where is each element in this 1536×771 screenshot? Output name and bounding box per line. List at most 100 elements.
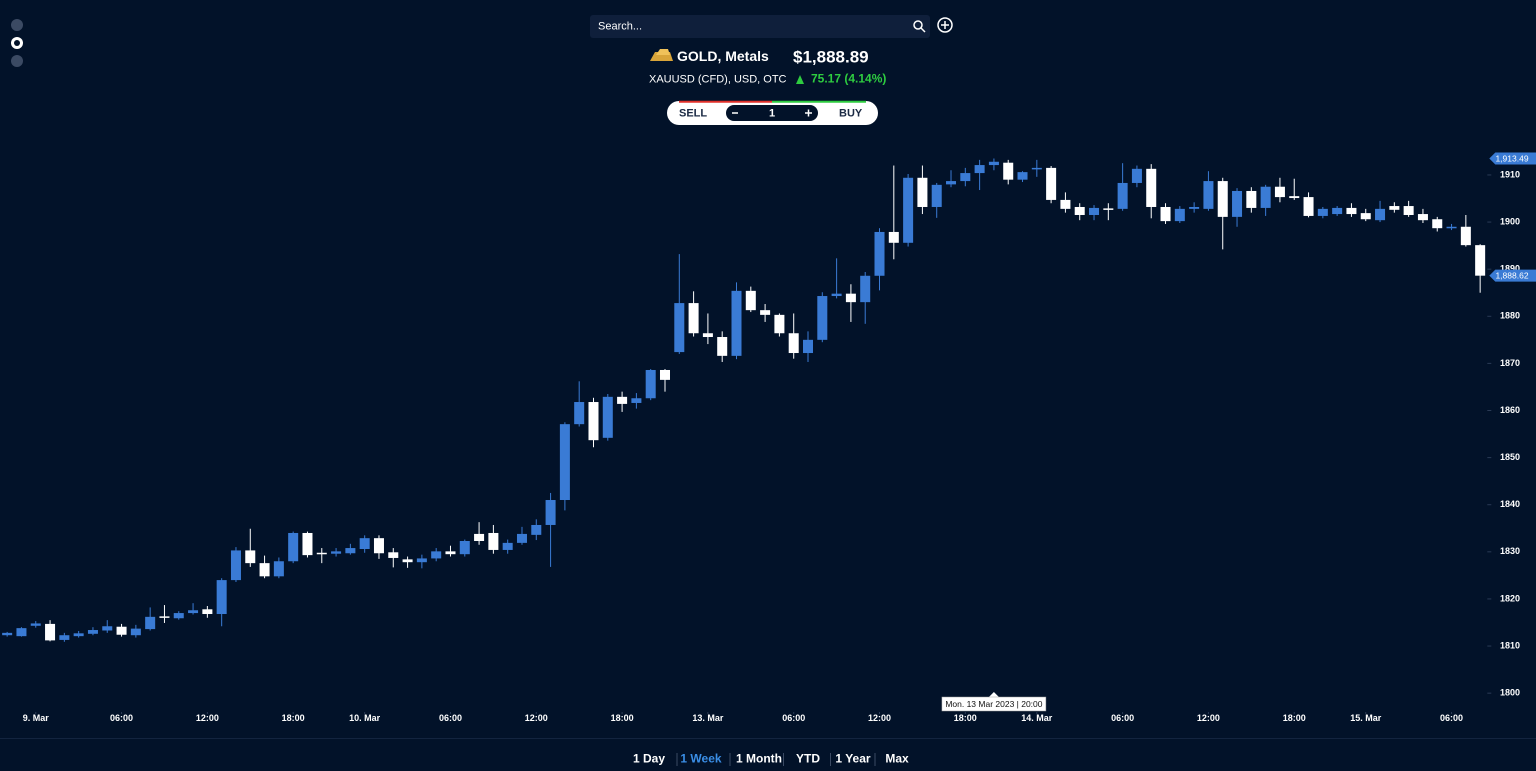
x-tick-label: 9. Mar	[23, 713, 50, 723]
quantity-box	[726, 105, 818, 121]
x-tick-label: 06:00	[782, 713, 805, 723]
candle-body	[645, 369, 656, 399]
candle-body	[531, 524, 542, 535]
candle-body	[1432, 219, 1443, 229]
search-box[interactable]	[590, 15, 930, 38]
tool-icon-inner	[14, 40, 20, 46]
candle-body	[574, 402, 585, 425]
y-tick-label: 1870	[1500, 358, 1520, 368]
range-button[interactable]: Max	[885, 752, 909, 766]
candle-body	[860, 275, 871, 303]
x-tick-label: 06:00	[1111, 713, 1134, 723]
candle-body	[1475, 245, 1486, 276]
candle-body	[731, 290, 742, 356]
candle-body	[774, 314, 785, 334]
candle-body	[1246, 190, 1257, 208]
candle-body	[1274, 186, 1285, 198]
candle-body	[173, 613, 184, 619]
candle-body	[745, 290, 756, 311]
candle-body	[831, 293, 842, 297]
candle-body	[345, 548, 356, 554]
candle-body	[59, 635, 70, 640]
candle-body	[116, 626, 127, 635]
candle-body	[702, 333, 713, 338]
candle-body	[1189, 206, 1200, 209]
range-button[interactable]: 1 Day	[633, 752, 665, 766]
candle-body	[488, 532, 499, 550]
y-tick-label: 1800	[1500, 688, 1520, 698]
range-button[interactable]: 1 Week	[680, 752, 721, 766]
candle-body	[602, 396, 613, 438]
quantity[interactable]: 1	[769, 107, 775, 119]
tooltip-text: Mon. 13 Mar 2023 | 20:00	[945, 699, 1042, 709]
tool-icon[interactable]	[11, 55, 23, 67]
candle-body	[845, 293, 856, 303]
x-tick-label: 18:00	[611, 713, 634, 723]
candle-body	[903, 177, 914, 243]
candle-body	[388, 552, 399, 558]
range-button[interactable]: 1 Year	[835, 752, 870, 766]
candle-body	[1060, 199, 1071, 209]
candle-body	[545, 500, 556, 525]
candle-body	[1117, 182, 1128, 209]
candle-body	[1346, 207, 1357, 215]
y-tick-label: 1910	[1500, 169, 1520, 179]
candle-body	[874, 231, 885, 276]
y-tick-label: 1860	[1500, 405, 1520, 415]
candle-body	[1089, 207, 1100, 215]
candle-body	[802, 339, 814, 354]
candle-body	[1317, 208, 1328, 216]
tooltip-box	[941, 696, 1047, 712]
price-marker	[1489, 269, 1536, 282]
candle-body	[402, 559, 413, 563]
tooltip-pointer	[988, 692, 999, 697]
candle-body	[216, 580, 227, 615]
candle-body	[188, 610, 199, 614]
candle-body	[359, 538, 370, 550]
x-tick-label: 12:00	[196, 713, 219, 723]
x-tick-label: 18:00	[1283, 713, 1306, 723]
candle-body	[1131, 168, 1142, 183]
price-marker	[1489, 152, 1536, 165]
candle-body	[1074, 206, 1085, 215]
search-placeholder: Search...	[598, 20, 642, 32]
candle-body	[1303, 197, 1314, 216]
y-tick-label: 1850	[1500, 452, 1520, 462]
x-tick-label: 10. Mar	[349, 713, 381, 723]
candle-body	[431, 551, 442, 559]
x-tick-label: 06:00	[439, 713, 462, 723]
x-tick-label: 06:00	[110, 713, 133, 723]
candle-body	[788, 333, 799, 354]
candle-body	[1146, 168, 1157, 207]
candle-body	[688, 303, 699, 334]
sell-button[interactable]: SELL	[679, 107, 707, 119]
price-marker-label: 1,888.62	[1495, 270, 1528, 280]
candle-body	[130, 628, 141, 636]
buy-button[interactable]: BUY	[839, 107, 863, 119]
change-arrow	[796, 75, 804, 84]
search-icon[interactable]	[913, 20, 923, 30]
y-tick-label: 1890	[1500, 264, 1520, 274]
candle-body	[931, 184, 942, 207]
candle-body	[817, 296, 828, 340]
instrument-price: $1,888.89	[793, 47, 869, 66]
candle-body	[1446, 226, 1457, 229]
candle-body	[502, 542, 513, 550]
candle-body	[1417, 214, 1428, 221]
candle-body	[1217, 181, 1228, 217]
range-button[interactable]: 1 Month	[736, 752, 782, 766]
y-tick-label: 1810	[1500, 640, 1520, 650]
candle-body	[974, 165, 985, 174]
range-button[interactable]: YTD	[796, 752, 820, 766]
instrument-symbol: XAUUSD (CFD), USD, OTC	[649, 73, 787, 85]
candle-body	[988, 161, 999, 166]
candle-body	[331, 551, 342, 554]
candlestick-chart: 1800 1810 1820 1830 1840 1850 1860 1870 1880 1890…	[2, 152, 1536, 723]
candle-body	[1203, 181, 1214, 209]
candle-body	[73, 633, 84, 637]
price-marker-label: 1,913.49	[1495, 153, 1528, 163]
candle-body	[159, 616, 170, 618]
add-button[interactable]	[937, 17, 953, 33]
candle-body	[474, 533, 485, 541]
tool-icon[interactable]	[11, 19, 23, 31]
